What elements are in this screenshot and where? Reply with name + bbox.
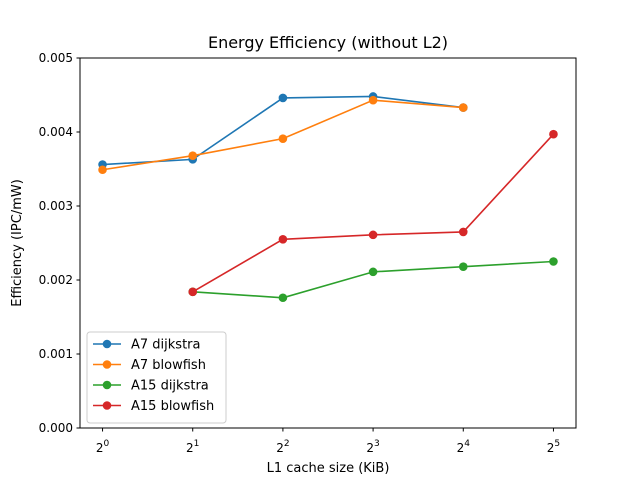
x-tick-label: 24: [457, 439, 471, 455]
data-point-a15-blowfish: [458, 227, 468, 237]
data-point-a15-blowfish: [278, 235, 288, 244]
data-point-a15-dijkstra: [549, 257, 558, 266]
series-line-a15-dijkstra: [192, 260, 554, 299]
data-point-a7-blowfish: [188, 151, 198, 160]
x-tick-label: 22: [276, 439, 289, 455]
x-tick-base: 2: [186, 441, 194, 455]
x-tick-base: 2: [366, 441, 374, 455]
chart-title: Energy Efficiency (without L2): [208, 33, 448, 52]
data-point-a15-dijkstra: [278, 293, 288, 303]
x-tick-label: 25: [547, 439, 560, 455]
y-tick-label: 0.001: [39, 347, 73, 361]
legend-marker-a7-blowfish: [102, 360, 112, 369]
plot-frame: [79, 57, 577, 429]
y-tick-label: 0.005: [39, 51, 73, 65]
x-axis-label: L1 cache size (KiB): [267, 461, 390, 476]
y-axis-label: Efficiency (IPC/mW): [10, 179, 25, 307]
legend-marker-a15-dijkstra: [102, 380, 112, 390]
data-point-a15-blowfish: [549, 129, 558, 139]
series-line-a7-dijkstra: [102, 95, 464, 166]
data-point-a7-blowfish: [458, 103, 468, 112]
data-point-a7-blowfish: [278, 134, 288, 143]
y-axis-ticks: 0.000 0.001 0.002 0.003 0.004 0.005: [39, 51, 80, 435]
plot-lines: [98, 92, 558, 303]
legend-label-a7-dijkstra: A7 dijkstra: [131, 338, 200, 353]
legend-marker-a7-dijkstra: [102, 339, 112, 349]
x-tick-exponent: 2: [284, 439, 290, 449]
legend-label-a15-blowfish: A15 blowfish: [131, 399, 214, 414]
legend-label-a7-blowfish: A7 blowfish: [131, 358, 206, 373]
data-point-a7-dijkstra: [278, 93, 288, 103]
data-point-a15-blowfish: [368, 230, 378, 240]
x-tick-label: 23: [366, 439, 379, 455]
data-point-a15-dijkstra: [368, 267, 378, 277]
x-tick-label: 20: [96, 439, 110, 455]
x-tick-base: 2: [276, 441, 284, 455]
data-point-a15-blowfish: [188, 287, 198, 297]
data-point-a7-blowfish: [98, 165, 107, 175]
legend: A7 dijkstra A7 blowfish A15 dijkstra A15 bl…: [86, 331, 227, 424]
x-tick-label: 21: [186, 439, 199, 455]
x-tick-exponent: 3: [374, 439, 380, 449]
x-tick-exponent: 1: [194, 439, 200, 449]
legend-box: [86, 331, 227, 424]
y-tick-label: 0.003: [39, 199, 73, 213]
x-tick-exponent: 5: [554, 439, 560, 449]
x-axis-ticks: 20 21 22 23 24 25: [96, 428, 560, 455]
data-point-a15-dijkstra: [458, 262, 468, 271]
x-tick-exponent: 0: [103, 439, 109, 449]
y-tick-label: 0.004: [39, 125, 73, 139]
legend-marker-a15-blowfish: [102, 401, 112, 410]
data-point-a7-blowfish: [368, 95, 378, 105]
x-tick-base: 2: [457, 441, 465, 455]
x-tick-exponent: 4: [464, 439, 470, 449]
y-tick-label: 0.002: [39, 273, 73, 287]
x-tick-base: 2: [96, 441, 104, 455]
y-tick-label: 0.000: [39, 421, 73, 435]
x-tick-base: 2: [547, 441, 555, 455]
legend-label-a15-dijkstra: A15 dijkstra: [131, 379, 209, 394]
